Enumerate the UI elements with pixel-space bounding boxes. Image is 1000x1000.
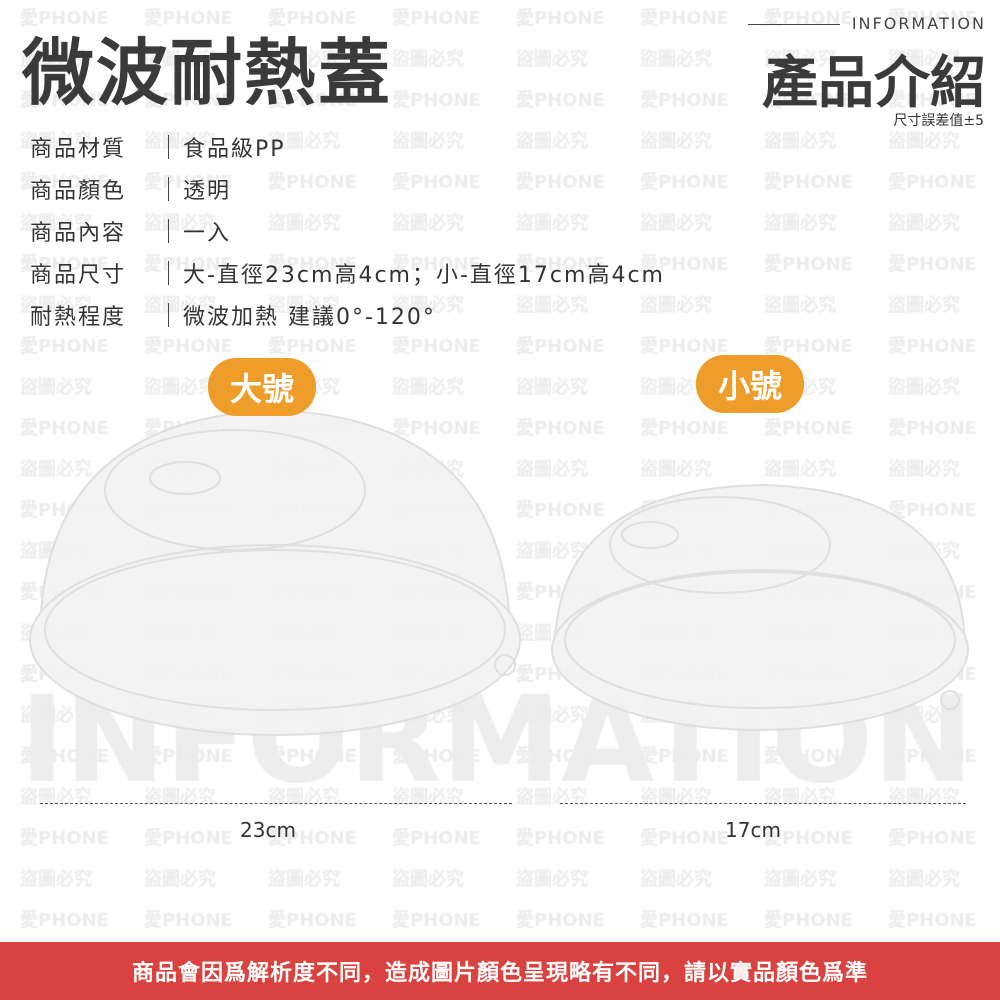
- size-badge-large: 大號: [208, 358, 317, 416]
- info-label-en: INFORMATION: [851, 14, 986, 33]
- divider: [168, 303, 169, 327]
- large-lid-image: [29, 408, 521, 736]
- spec-value: 微波加熱 建議0°-120°: [183, 305, 436, 330]
- small-lid-image: [551, 483, 969, 731]
- page-title: 微波耐熱蓋: [22, 31, 393, 115]
- spec-row: 商品內容 一入: [30, 210, 665, 252]
- spec-list: 商品材質 食品級PP 商品顏色 透明 商品內容 一入 商品尺寸 大-直徑23cm高4cm…: [30, 126, 665, 336]
- divider: [168, 219, 169, 243]
- divider: [168, 135, 169, 159]
- spec-label: 商品材質: [30, 137, 127, 162]
- size-badge-small: 小號: [696, 355, 805, 413]
- dimension-label-large: 23cm: [240, 818, 296, 842]
- divider: [748, 24, 840, 25]
- tolerance-note: 尺寸誤差值±5: [893, 113, 984, 129]
- spec-label: 耐熱程度: [30, 305, 127, 330]
- spec-label: 商品內容: [30, 221, 127, 246]
- spec-row: 商品材質 食品級PP: [30, 126, 665, 168]
- divider: [168, 261, 169, 285]
- spec-row: 耐熱程度 微波加熱 建議0°-120°: [30, 294, 665, 336]
- spec-row: 商品尺寸 大-直徑23cm高4cm；小-直徑17cm高4cm: [30, 252, 665, 294]
- dimension-line-small: [560, 803, 966, 804]
- disclaimer-banner: 商品會因爲解析度不同，造成圖片顏色呈現略有不同，請以實品顏色爲準: [0, 942, 1000, 1000]
- spec-value: 一入: [183, 221, 232, 246]
- spec-value: 大-直徑23cm高4cm；小-直徑17cm高4cm: [183, 263, 665, 288]
- spec-label: 商品尺寸: [30, 263, 127, 288]
- spec-value: 透明: [183, 179, 232, 204]
- disclaimer-text: 商品會因爲解析度不同，造成圖片顏色呈現略有不同，請以實品顏色爲準: [131, 961, 868, 986]
- dimension-line-large: [40, 803, 512, 804]
- spec-label: 商品顏色: [30, 179, 127, 204]
- dimension-label-small: 17cm: [725, 818, 781, 842]
- spec-value: 食品級PP: [183, 137, 286, 162]
- divider: [168, 177, 169, 201]
- info-heading: 產品介紹: [762, 51, 986, 116]
- spec-row: 商品顏色 透明: [30, 168, 665, 210]
